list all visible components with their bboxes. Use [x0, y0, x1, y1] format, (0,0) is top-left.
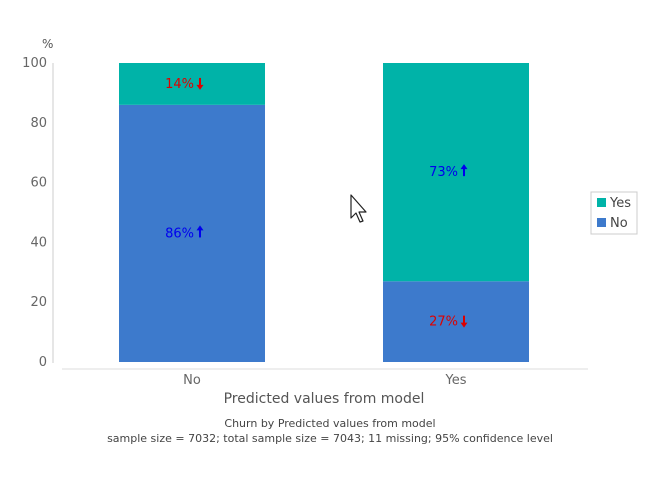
arrow-head: [196, 84, 204, 90]
x-tick-label: No: [183, 373, 201, 388]
data-label: 27%: [429, 315, 458, 330]
data-label: 73%: [429, 165, 458, 180]
legend: Yes No: [590, 191, 638, 235]
arrow-down-icon: [196, 77, 204, 90]
y-tick-label: 20: [30, 295, 47, 310]
mouse-cursor-icon: [350, 194, 367, 223]
bar-no-segment-yes: [119, 63, 265, 105]
y-tick-label: 80: [30, 116, 47, 131]
x-axis-title: Predicted values from model: [224, 391, 425, 407]
legend-swatch-no: [597, 218, 606, 227]
arrow-head: [460, 322, 468, 328]
y-tick-label: 100: [22, 56, 47, 71]
bar-no-segment-no: [119, 104, 265, 363]
legend-swatch-yes: [597, 198, 606, 207]
y-tick-label: 40: [30, 235, 47, 250]
chart-subtitle: Churn by Predicted values from model: [224, 417, 435, 430]
y-tick-label: 60: [30, 176, 47, 191]
y-axis-unit: %: [42, 37, 53, 51]
bar-yes-segment-no: [383, 281, 529, 362]
arrow-head: [196, 225, 204, 231]
data-label: 86%: [165, 226, 194, 241]
sample-size-note: sample size = 7032; total sample size = …: [107, 432, 553, 445]
arrow-up-icon: [196, 225, 204, 238]
data-label: 14%: [165, 77, 194, 92]
arrow-head: [460, 164, 468, 170]
y-tick-label: 0: [39, 355, 47, 370]
bar-yes-segment-yes: [383, 63, 529, 282]
legend-label-no: No: [610, 216, 628, 231]
x-tick-label: Yes: [445, 373, 467, 388]
arrow-up-icon: [460, 164, 468, 177]
plot-area: 0 20 40 60 80 100 86% 14% No 27% 73% Yes: [22, 56, 588, 388]
legend-label-yes: Yes: [609, 196, 631, 211]
arrow-down-icon: [460, 315, 468, 328]
